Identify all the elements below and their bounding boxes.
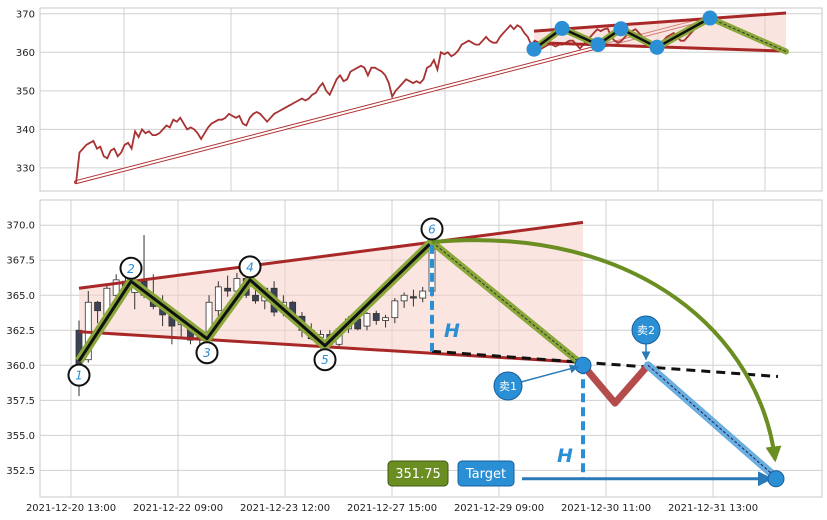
pivot-label: 2: [127, 262, 135, 276]
pivot-marker: [313, 348, 337, 372]
candle-body: [224, 287, 232, 292]
detail-x-tick-label: 2021-12-22 09:00: [133, 503, 223, 514]
detail-y-tick-label: 352.5: [6, 466, 35, 477]
detail-y-tick-label: 365.0: [6, 291, 35, 302]
detail-y-tick-label: 367.5: [6, 256, 35, 267]
overview-pivot-point: [649, 39, 665, 55]
detail-x-tick-label: 2021-12-20 13:00: [26, 503, 116, 514]
pivot-marker: [119, 256, 143, 280]
detail-x-tick-label: 2021-12-31 13:00: [668, 503, 758, 514]
sell1-point: [574, 356, 592, 374]
target-box: [457, 460, 515, 487]
candle-body: [400, 294, 408, 302]
sell2-marker: [631, 315, 661, 345]
overview-pivot-point: [590, 37, 606, 53]
overview-projection-dash: [709, 17, 787, 52]
overview-y-tick-label: 350: [16, 86, 35, 97]
candle-body: [428, 248, 436, 292]
overview-price-line: [75, 16, 706, 184]
projection-down-dash: [431, 241, 584, 366]
zigzag-inner: [77, 240, 434, 362]
overview-panel: 330 340 350 360 370: [16, 7, 823, 192]
detail-y-tick-label: 370.0: [6, 221, 35, 232]
candle-body: [372, 313, 380, 321]
target-label: Target: [465, 467, 506, 482]
pivot-label: 3: [203, 346, 211, 360]
pivot-marker: [67, 363, 91, 387]
candle-body: [382, 317, 389, 321]
pivot-marker: [420, 217, 444, 241]
detail-y-tick-label: 362.5: [6, 326, 35, 337]
pivot-label: 5: [321, 353, 329, 367]
detail-y-tick-label: 355.0: [6, 431, 35, 442]
target-value-box: [387, 460, 449, 487]
target-value-label: 351.75: [395, 467, 441, 482]
overview-y-tick-label: 360: [16, 48, 35, 59]
detail-panel: 2021-12-20 13:00 2021-12-22 09:00 2021-12-…: [6, 199, 823, 514]
overview-y-tick-label: 330: [16, 163, 35, 174]
pivot-marker: [195, 341, 219, 365]
pivot-label: 6: [428, 223, 436, 237]
target-curve-arrow: [431, 238, 782, 463]
candle-body: [363, 313, 371, 327]
sell1-label: 卖1: [499, 380, 517, 393]
sell1-callout: [520, 364, 579, 383]
overview-y-tick-label: 340: [16, 125, 35, 136]
overview-upper-boundary: [533, 11, 787, 33]
sell2-label: 卖2: [637, 324, 655, 337]
pivot-label: 1: [75, 369, 83, 383]
pivot-marker: [238, 255, 262, 279]
detail-y-tick-label: 357.5: [6, 396, 35, 407]
neckline-extension: [431, 349, 779, 379]
candle-body: [419, 290, 427, 299]
sell1-marker: [493, 371, 523, 401]
candle-body: [112, 279, 120, 296]
overview-y-tick-label: 370: [16, 9, 35, 20]
detail-x-tick-label: 2021-12-23 12:00: [240, 503, 330, 514]
pattern-shade: [79, 222, 583, 363]
overview-pivot-point: [702, 10, 718, 26]
detail-x-tick-label: 2021-12-27 15:00: [347, 503, 437, 514]
pullback-path: [580, 362, 651, 407]
detail-y-tick-label: 360.0: [6, 361, 35, 372]
candle-body: [410, 296, 417, 299]
height-label-upper: H: [444, 320, 460, 342]
candle-body: [252, 294, 259, 302]
detail-x-tick-label: 2021-12-29 09:00: [454, 503, 544, 514]
projection-target-dash: [647, 364, 777, 478]
upper-boundary-line: [78, 220, 584, 290]
candle-body: [94, 301, 101, 312]
overview-pivot-point: [613, 21, 629, 37]
candle-body: [214, 286, 222, 312]
target-point: [767, 470, 785, 488]
candle-body: [391, 300, 399, 319]
detail-x-tick-label: 2021-12-30 11:00: [561, 503, 651, 514]
overview-pivot-point: [554, 20, 570, 36]
height-label-lower: H: [557, 445, 573, 467]
pivot-label: 4: [246, 260, 254, 274]
annotation-labels: 351.75 Target H H 卖1 卖2: [387, 315, 661, 487]
overview-pivot-point: [526, 41, 542, 57]
